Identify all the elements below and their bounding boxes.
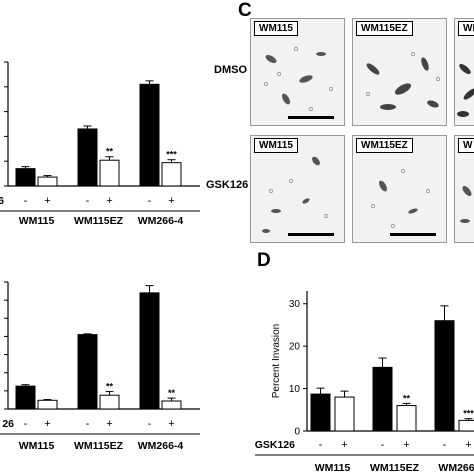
- bar-treated: [458, 419, 474, 432]
- treatment-sign: -: [86, 418, 90, 430]
- bar-control: [372, 366, 393, 432]
- treatment-sign: -: [319, 439, 323, 451]
- y-tick-label: 10: [289, 384, 301, 395]
- panel-letter-d: D: [257, 250, 271, 271]
- row-label-dmso: DMSO: [214, 64, 247, 76]
- bar-treated: [37, 176, 58, 187]
- bar-chart-d: 0 10 20 30 Percent Invasion - + WM115 - ** + WM115E…: [255, 291, 474, 474]
- y-tick-label: 30: [289, 299, 301, 310]
- y-tick-label: 0: [294, 427, 300, 438]
- micrograph-label: WM115EZ: [356, 21, 413, 36]
- bar-control: [139, 292, 160, 410]
- significance-marker: **: [106, 147, 114, 157]
- micrograph-dmso-wm115ez: WM115EZ: [352, 18, 447, 126]
- treatment-sign: +: [168, 418, 174, 430]
- treatment-sign: -: [443, 439, 447, 451]
- bar-control: [77, 128, 98, 187]
- bar-treated: [161, 162, 182, 187]
- micrograph-label: WM115: [254, 21, 298, 36]
- treatment-sign: -: [24, 418, 28, 430]
- micrograph-label: WM115EZ: [356, 138, 413, 153]
- category-label: WM115: [19, 215, 55, 227]
- bar-treated: [99, 159, 120, 187]
- treatment-label: 26: [2, 418, 14, 430]
- bar-treated: [99, 394, 120, 410]
- treatment-sign: -: [86, 195, 90, 207]
- micrograph-dmso-wm115: WM115: [250, 18, 345, 126]
- bar-treated: [37, 399, 58, 410]
- significance-marker: **: [403, 393, 411, 403]
- treatment-label: 6: [0, 195, 4, 207]
- treatment-sign: +: [106, 418, 112, 430]
- treatment-sign: -: [381, 439, 385, 451]
- scale-bar: [288, 233, 334, 236]
- category-label: WM266-4: [138, 215, 184, 227]
- treatment-sign: +: [44, 418, 50, 430]
- cell-image: [264, 47, 333, 111]
- bar-control: [434, 320, 455, 432]
- bar-control: [15, 385, 36, 410]
- bar-control: [15, 168, 36, 187]
- treatment-sign: +: [403, 439, 409, 451]
- micrograph-label: WM2: [458, 21, 474, 36]
- category-label: WM266: [438, 462, 474, 474]
- significance-marker: **: [106, 382, 114, 392]
- significance-marker: **: [168, 388, 176, 398]
- bar-treated: [396, 405, 417, 432]
- micrograph-label: W: [458, 138, 474, 153]
- treatment-sign: +: [168, 195, 174, 207]
- category-label: WM115: [19, 440, 55, 452]
- treatment-sign: -: [24, 195, 28, 207]
- cell-image: [366, 52, 440, 110]
- treatment-sign: -: [148, 195, 152, 207]
- cell-image: [262, 156, 328, 233]
- bar-control: [139, 83, 160, 187]
- category-label: WM115: [315, 462, 351, 474]
- y-axis-label: Percent Invasion: [271, 324, 282, 399]
- treatment-sign: +: [106, 195, 112, 207]
- category-label: WM115EZ: [74, 440, 124, 452]
- scale-bar: [390, 233, 436, 236]
- y-tick-label: 20: [289, 342, 301, 353]
- treatment-sign: +: [465, 439, 471, 451]
- treatment-label: GSK126: [255, 439, 295, 451]
- category-label: WM115EZ: [370, 462, 420, 474]
- bar-control: [77, 334, 98, 410]
- scale-bar: [288, 116, 334, 119]
- bar-chart-bottom-left: - + WM115 - ** + WM115EZ - ** + WM266-4 26: [0, 281, 200, 452]
- treatment-sign: +: [44, 195, 50, 207]
- row-label-gsk126: GSK126: [206, 179, 249, 191]
- cell-image: [460, 186, 472, 223]
- significance-marker: ***: [463, 409, 474, 419]
- bar-control: [310, 393, 331, 432]
- micrograph-label: WM115: [254, 138, 298, 153]
- micrograph-gsk126-wm266: W: [454, 135, 474, 243]
- micrograph-dmso-wm266: WM2: [454, 18, 474, 126]
- panel-letter-c: C: [238, 0, 252, 21]
- treatment-sign: +: [341, 439, 347, 451]
- category-label: WM115EZ: [74, 215, 124, 227]
- bar-treated: [161, 400, 182, 410]
- cell-image: [457, 63, 474, 117]
- bar-chart-top-left: - + WM115 - ** + WM115EZ - *** + WM266-4 6: [0, 61, 200, 227]
- significance-marker: ***: [166, 150, 177, 160]
- treatment-sign: -: [148, 418, 152, 430]
- micrograph-gsk126-wm115: WM115: [250, 135, 345, 243]
- micrograph-gsk126-wm115ez: WM115EZ: [352, 135, 447, 243]
- category-label: WM266-4: [138, 440, 184, 452]
- bar-treated: [334, 396, 355, 432]
- cell-image: [371, 169, 430, 228]
